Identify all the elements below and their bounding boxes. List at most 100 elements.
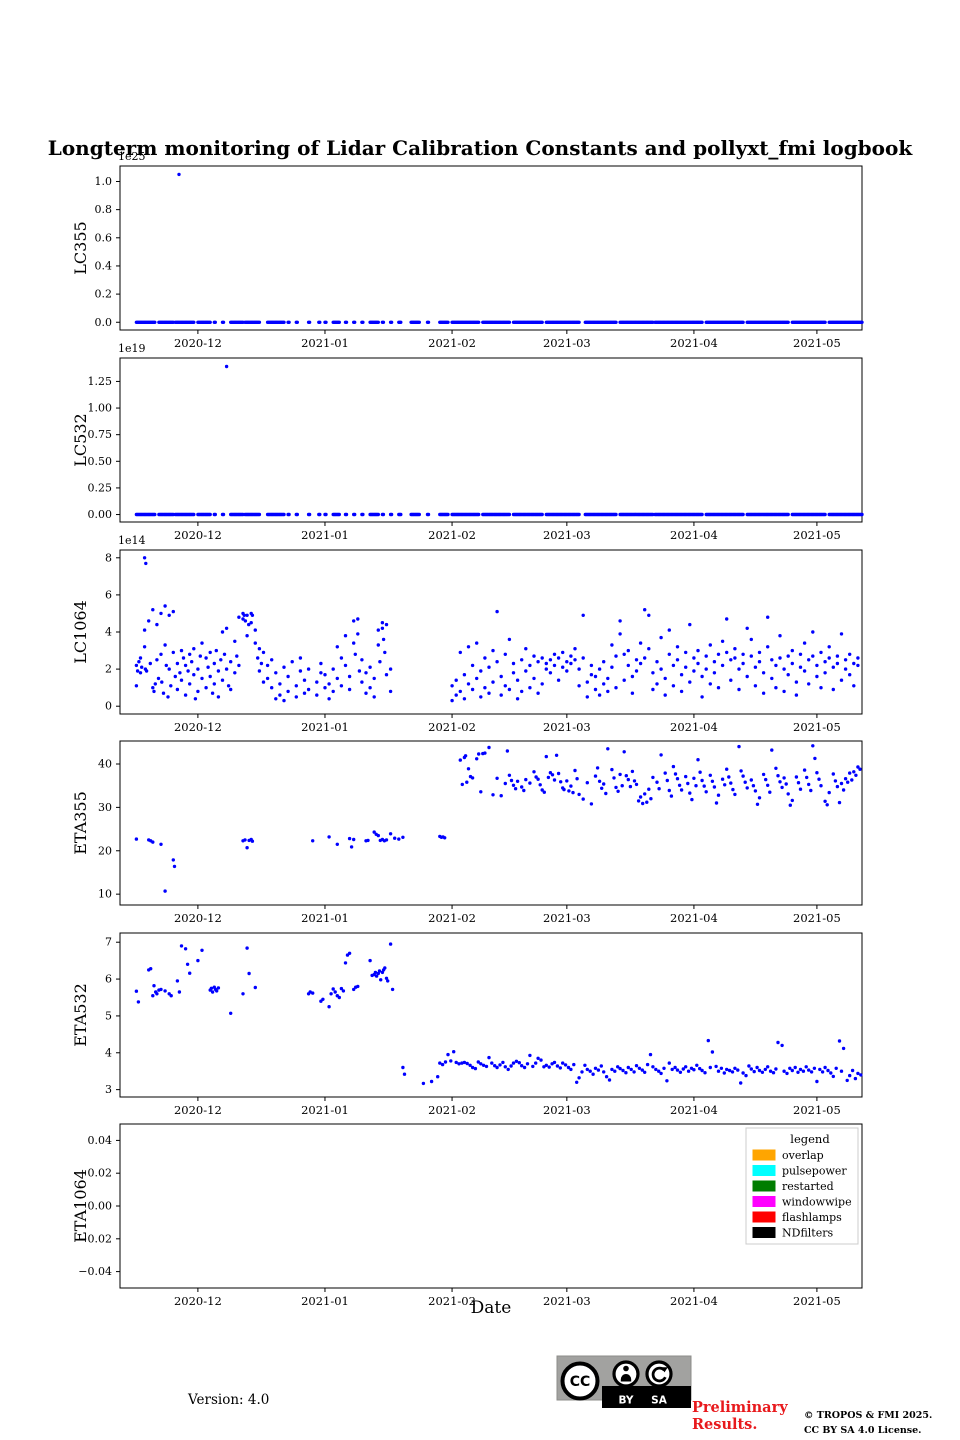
x-tick-label: 2021-04 [670,911,718,925]
x-tick-label: 2021-04 [670,528,718,542]
legend-label-overlap: overlap [782,1149,824,1162]
subplot-eta1064: 2020-12 2021-01 2021-02 2021-03 2021-04 2021-… [71,1123,863,1308]
legend-label-flashlamps: flashlamps [782,1211,842,1224]
y-tick-label: 6 [105,973,112,986]
x-tick-label: 2021-02 [428,1103,476,1117]
legend-swatch-NDfilters [752,1227,776,1238]
x-tick-label: 2020-12 [174,911,222,925]
y-tick-label: 0.02 [88,1167,113,1180]
cc-icon: CC [560,1361,600,1401]
y-tick-label: 5 [105,1009,112,1022]
x-tick-label: 2021-03 [543,1294,591,1308]
legend-swatch-overlap [752,1149,776,1161]
x-tick-label: 2021-01 [301,336,349,350]
legend-title: legend [790,1132,830,1146]
y-tick-label: 2 [105,663,112,676]
x-tick-label: 2020-12 [174,720,222,734]
y-tick-label: 20 [98,844,112,857]
x-tick-label: 2021-04 [670,1103,718,1117]
y-tick-label: 0.00 [88,1200,113,1213]
y-tick-label: 30 [98,801,112,814]
y-tick-label: 1.0 [95,175,113,188]
y-tick-label: 7 [105,936,112,949]
subplot-lc355: 2020-12 2021-01 2021-02 2021-03 2021-04 2021-… [71,150,864,350]
legend-swatch-flashlamps [752,1211,776,1223]
legend-label-restarted: restarted [782,1180,834,1193]
scatter-points [134,942,863,1086]
x-tick-label: 2021-03 [543,1103,591,1117]
x-tick-label: 2021-03 [543,720,591,734]
badge-sa-label: SA [651,1395,668,1407]
scatter-points [134,556,860,703]
badge-by-label: BY [618,1395,633,1407]
y-tick-label: 0.6 [95,231,113,244]
x-tick-label: 2021-02 [428,528,476,542]
y-tick-label: 8 [105,551,112,564]
x-tick-label: 2021-02 [428,336,476,350]
y-tick-label: 0.75 [88,428,113,441]
legend-box: legend overlap pulsepower restarted windowwi… [745,1127,859,1245]
y-axis-title: ETA355 [71,791,90,855]
x-tick-label: 2021-01 [301,528,349,542]
copyright-line2: CC BY SA 4.0 License. [804,1425,922,1437]
scatter-points [134,172,864,324]
y-tick-label: 0 [105,700,112,713]
x-tick-label: 2021-05 [793,336,841,350]
x-tick-label: 2020-12 [174,336,222,350]
sa-arrow-icon [645,1360,673,1388]
y-axis-title: LC355 [71,221,90,274]
y-axis-title: LC1064 [71,600,90,664]
y-tick-label: 0.00 [88,508,113,521]
y-tick-label: 4 [105,626,112,639]
y-axis-title: ETA532 [71,983,90,1047]
y-tick-label: 6 [105,588,112,601]
subplot-eta532: 2020-12 2021-01 2021-02 2021-03 2021-04 2021-… [71,932,863,1117]
x-tick-label: 2021-04 [670,1294,718,1308]
legend-swatch-windowwipe [752,1196,776,1207]
x-tick-label: 2021-03 [543,528,591,542]
y-tick-label: 0.04 [88,1134,113,1147]
legend-swatch-pulsepower [752,1165,776,1176]
y-tick-label: 1.25 [88,375,113,388]
y-tick-label: 0.2 [95,288,113,301]
y-tick-label: −0.04 [78,1265,112,1278]
x-tick-label: 2021-05 [793,911,841,925]
subplot-lc532: 2020-12 2021-01 2021-02 2021-03 2021-04 2021-… [71,342,864,542]
y-tick-label: 0.25 [88,481,113,494]
preliminary-line2: Results. [692,1416,758,1434]
y-tick-label: 10 [98,888,112,901]
y-tick-label: −0.02 [78,1232,112,1245]
x-tick-label: 2021-05 [793,528,841,542]
preliminary-note: Preliminary Results. [692,1399,788,1433]
y-tick-label: 3 [105,1083,112,1096]
subplot-eta355: 2020-12 2021-01 2021-02 2021-03 2021-04 2021-… [71,740,863,925]
x-tick-label: 2021-02 [428,1294,476,1308]
y-tick-label: 0.8 [95,203,113,216]
x-tick-label: 2020-12 [174,1294,222,1308]
subplot-lc1064: 2020-12 2021-01 2021-02 2021-03 2021-04 2021-… [71,534,863,734]
x-tick-label: 2021-05 [793,720,841,734]
y-tick-label: 0.50 [88,455,113,468]
svg-text:CC: CC [570,1374,591,1390]
axes-border [119,165,863,331]
y-tick-label: 1.00 [88,402,113,415]
x-tick-label: 2020-12 [174,528,222,542]
legend-label-NDfilters: NDfilters [782,1227,833,1240]
y-axis-title: LC532 [71,413,90,466]
legend-label-windowwipe: windowwipe [782,1196,852,1209]
legend-label-pulsepower: pulsepower [782,1165,847,1178]
axes-border [119,740,863,906]
x-tick-label: 2021-04 [670,720,718,734]
axes-border [119,932,863,1098]
copyright-line1: © TROPOS & FMI 2025. [804,1410,933,1421]
y-axis-title: ETA1064 [71,1169,90,1243]
x-axis-title: Date [470,1298,512,1318]
by-person-icon [612,1360,640,1388]
scatter-points [134,364,864,517]
x-tick-label: 2021-01 [301,720,349,734]
scatter-points [134,744,862,893]
y-tick-label: 0.4 [95,259,113,272]
axes-border [119,357,863,523]
y-tick-label: 40 [98,757,112,770]
